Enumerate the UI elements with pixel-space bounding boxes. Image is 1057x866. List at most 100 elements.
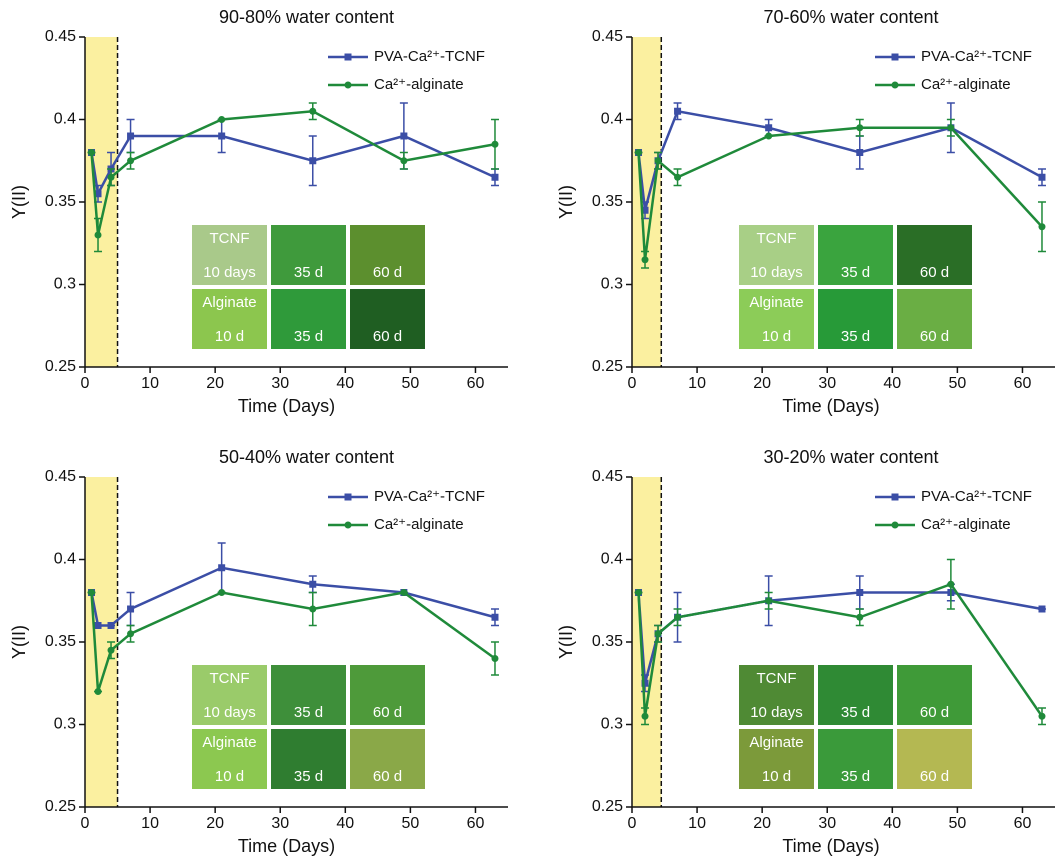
marker [94, 622, 102, 629]
x-tick-label: 20 [753, 815, 771, 832]
x-tick-label: 10 [141, 375, 159, 392]
marker [674, 173, 682, 181]
marker [856, 124, 864, 132]
inset-label: TCNF [210, 670, 250, 687]
legend-marker [891, 81, 899, 89]
y-tick-label: 0.25 [592, 798, 623, 815]
inset-label: TCNF [757, 670, 797, 687]
x-tick-label: 30 [818, 375, 836, 392]
y-tick-label: 0.25 [45, 358, 76, 375]
inset-photo [818, 225, 893, 285]
y-tick-label: 0.4 [54, 551, 76, 568]
inset-photo [192, 729, 267, 789]
series-line [90, 591, 496, 692]
x-tick-label: 20 [206, 375, 224, 392]
legend-marker [344, 81, 352, 89]
legend-label: PVA-Ca²⁺-TCNF [921, 48, 1032, 65]
x-tick-label: 50 [401, 815, 419, 832]
x-tick-label: 50 [948, 815, 966, 832]
inset-photo [271, 289, 346, 349]
marker [641, 256, 649, 264]
inset-photo [739, 289, 814, 349]
x-axis-label: Time (Days) [238, 396, 335, 416]
y-tick-label: 0.25 [45, 798, 76, 815]
marker [107, 646, 115, 654]
inset-photo [739, 665, 814, 725]
inset-label: 10 days [203, 704, 256, 721]
x-tick-label: 10 [688, 815, 706, 832]
marker [218, 116, 226, 123]
inset-label: 35 d [294, 328, 323, 345]
inset-label: 60 d [920, 704, 949, 721]
marker [491, 655, 499, 662]
legend-label: Ca²⁺-alginate [374, 516, 464, 533]
inset-photo [897, 729, 972, 789]
inset-photo [192, 665, 267, 725]
inset-photo [818, 729, 893, 789]
y-axis-label: Y(II) [9, 625, 29, 659]
legend-label: Ca²⁺-alginate [374, 76, 464, 93]
marker [1038, 605, 1046, 613]
x-tick-label: 20 [206, 815, 224, 832]
marker [127, 605, 135, 613]
inset-label: 60 d [373, 264, 402, 281]
chart-title: 50-40% water content [219, 447, 394, 467]
marker [765, 132, 773, 140]
x-tick-label: 40 [336, 815, 354, 832]
inset-photo [192, 225, 267, 285]
inset-label: Alginate [749, 734, 803, 751]
marker [641, 712, 649, 720]
marker [674, 613, 682, 621]
inset-label: 60 d [920, 768, 949, 785]
x-tick-label: 0 [81, 375, 90, 392]
marker [674, 107, 682, 115]
marker [309, 157, 317, 165]
x-axis-label: Time (Days) [782, 396, 879, 416]
x-tick-label: 10 [141, 815, 159, 832]
x-axis-label: Time (Days) [782, 836, 879, 856]
legend-label: PVA-Ca²⁺-TCNF [374, 48, 485, 65]
marker [309, 580, 317, 588]
marker [127, 157, 135, 165]
panel: 70-60% water content 0.25 0.3 0.35 0.4 0.45 0 1… [556, 7, 1055, 416]
inset-label: Alginate [202, 294, 256, 311]
marker [856, 149, 864, 156]
series-line [637, 582, 1044, 717]
inset-label: TCNF [757, 230, 797, 247]
y-tick-label: 0.3 [54, 276, 76, 293]
inset-photo [897, 289, 972, 349]
marker [218, 564, 226, 572]
series-line [637, 126, 1043, 260]
x-tick-label: 20 [753, 375, 771, 392]
inset-label: 35 d [294, 264, 323, 281]
y-tick-label: 0.4 [54, 111, 76, 128]
series-line [90, 109, 496, 236]
legend-label: Ca²⁺-alginate [921, 516, 1011, 533]
y-tick-label: 0.3 [54, 716, 76, 733]
inset-label: 10 d [215, 768, 244, 785]
x-tick-label: 30 [271, 815, 289, 832]
x-tick-label: 0 [628, 375, 637, 392]
x-tick-label: 60 [1014, 375, 1032, 392]
inset-label: 35 d [841, 704, 870, 721]
inset-label: 10 d [762, 328, 791, 345]
panel: 90-80% water content 0.25 0.3 0.35 0.4 0.45 0 1… [9, 7, 508, 416]
y-tick-label: 0.35 [45, 633, 76, 650]
marker [654, 157, 662, 165]
legend-marker [344, 493, 352, 501]
legend-label: Ca²⁺-alginate [921, 76, 1011, 93]
marker [1038, 712, 1046, 720]
chart-title: 90-80% water content [219, 7, 394, 27]
inset-photo [818, 665, 893, 725]
inset-photo [271, 729, 346, 789]
y-tick-label: 0.25 [592, 358, 623, 375]
inset-label: 60 d [373, 704, 402, 721]
x-tick-label: 10 [688, 375, 706, 392]
marker [635, 149, 643, 156]
series-line [90, 134, 496, 198]
inset-label: 35 d [294, 704, 323, 721]
x-tick-label: 60 [467, 815, 485, 832]
marker [947, 580, 955, 588]
legend-marker [891, 521, 899, 529]
